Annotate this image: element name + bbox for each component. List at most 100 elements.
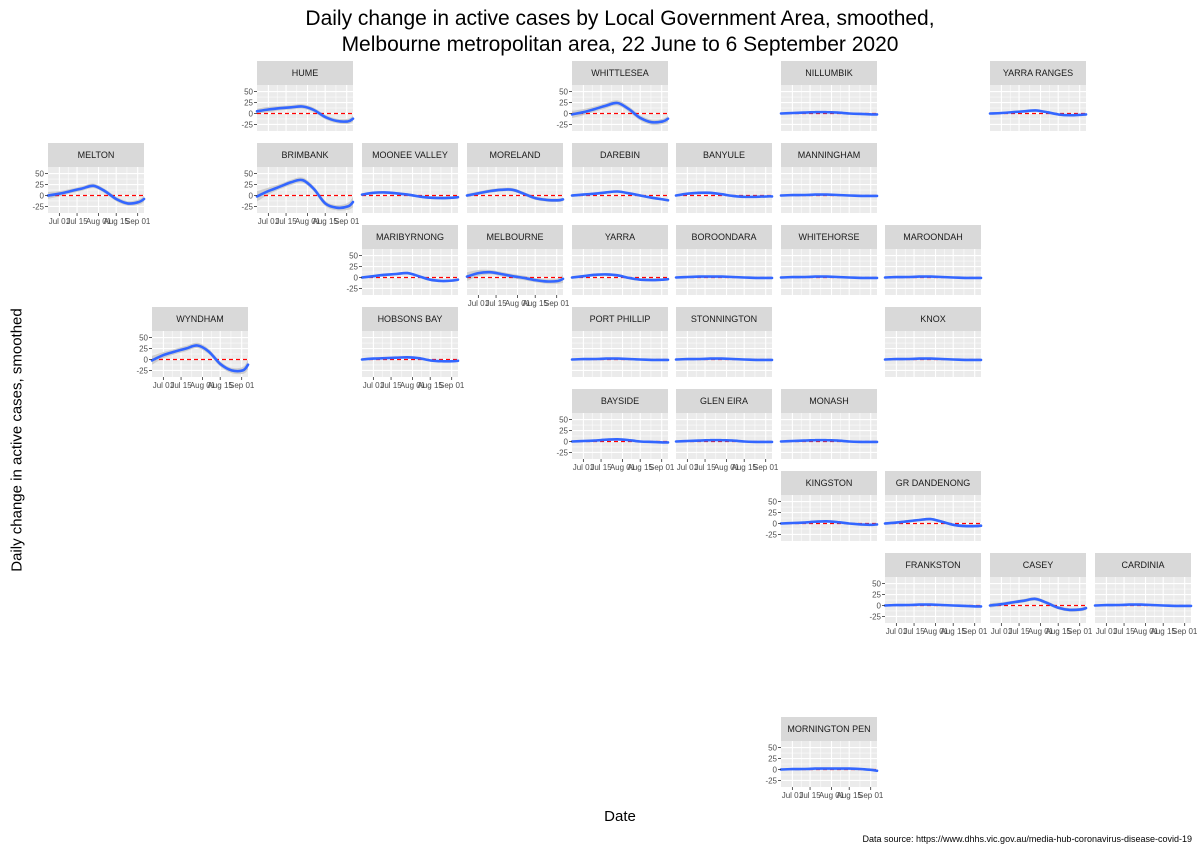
- y-tick-label: 0: [773, 519, 778, 528]
- y-tick-label: -25: [241, 120, 253, 129]
- series-line: [570, 437, 670, 444]
- y-tick-label: -25: [136, 366, 148, 375]
- panel-strip: [48, 143, 144, 167]
- series-line: [150, 344, 250, 373]
- panel-strip: [990, 61, 1086, 85]
- y-tick-label: -25: [241, 202, 253, 211]
- panel-strip-label: WYNDHAM: [176, 314, 224, 324]
- y-tick-label: 25: [244, 99, 253, 108]
- x-tick-label: Sep 01: [1172, 627, 1198, 636]
- panel-monash: MONASH: [779, 389, 879, 459]
- y-tick-label: -25: [556, 448, 568, 457]
- panel-strip-label: MORELAND: [489, 150, 541, 160]
- y-tick-label: 50: [244, 88, 253, 97]
- panel-strip: [572, 61, 668, 85]
- x-tick-label: Sep 01: [1067, 627, 1093, 636]
- x-tick-label: Sep 01: [125, 217, 151, 226]
- panel-strip: [572, 225, 668, 249]
- x-tick-label: Sep 01: [753, 463, 779, 472]
- panel-maribyrnong: MARIBYRNONG -25 025 50: [346, 225, 460, 295]
- series-line: [360, 271, 460, 283]
- x-tick-label: Jul 15: [66, 217, 88, 226]
- panel-strip: [257, 61, 353, 85]
- x-tick-label: Jul 01: [677, 463, 699, 472]
- y-tick-label: 50: [559, 416, 568, 425]
- panel-whittlesea: WHITTLESEA -25 025 50: [556, 61, 670, 131]
- x-tick-label: Aug 01: [819, 791, 845, 800]
- panel-strip: [885, 471, 981, 495]
- x-tick-label: Aug 15: [104, 217, 130, 226]
- x-tick-label: Jul 15: [1113, 627, 1135, 636]
- panel-strip-label: FRANKSTON: [905, 560, 960, 570]
- series-line: [674, 357, 774, 362]
- series-line: [674, 191, 774, 199]
- panel-kingston: KINGSTON -25 025 50: [765, 471, 879, 541]
- x-tick-label: Aug 01: [610, 463, 636, 472]
- series-line: [674, 275, 774, 280]
- x-tick-label: Sep 01: [962, 627, 988, 636]
- y-tick-label: 0: [354, 273, 359, 282]
- panel-strip: [990, 553, 1086, 577]
- y-tick-label: 0: [564, 109, 569, 118]
- panel-strip-label: WHITEHORSE: [798, 232, 859, 242]
- y-tick-label: 0: [877, 601, 882, 610]
- y-tick-label: -25: [32, 202, 44, 211]
- panel-strip: [257, 143, 353, 167]
- series-line: [465, 270, 565, 283]
- x-tick-label: Aug 01: [86, 217, 112, 226]
- series-line: [465, 188, 565, 202]
- panel-strip: [781, 471, 877, 495]
- x-tick-label: Jul 15: [903, 627, 925, 636]
- y-tick-label: -25: [346, 284, 358, 293]
- series-line: [570, 357, 670, 362]
- chart-title-line1: Daily change in active cases by Local Go…: [305, 7, 935, 30]
- panel-stonnington: STONNINGTON: [674, 307, 774, 377]
- panel-gr-dandenong: GR DANDENONG: [883, 471, 983, 541]
- chart-title-line2: Melbourne metropolitan area, 22 June to …: [341, 33, 899, 56]
- y-tick-label: -25: [869, 612, 881, 621]
- y-tick-label: 25: [244, 181, 253, 190]
- x-tick-label: Sep 01: [544, 299, 570, 308]
- panel-strip-label: KNOX: [920, 314, 946, 324]
- panel-strip-label: GLEN EIRA: [700, 396, 748, 406]
- x-tick-label: Jul 15: [590, 463, 612, 472]
- y-tick-label: -25: [765, 530, 777, 539]
- x-tick-label: Aug 01: [714, 463, 740, 472]
- panel-strip-label: MELTON: [78, 150, 115, 160]
- panel-strip-label: YARRA: [605, 232, 635, 242]
- series-line: [674, 438, 774, 444]
- x-tick-label: Sep 01: [858, 791, 884, 800]
- x-tick-label: Jul 01: [782, 791, 804, 800]
- x-tick-label: Aug 01: [400, 381, 426, 390]
- y-tick-label: 50: [244, 170, 253, 179]
- panel-strip: [152, 307, 248, 331]
- y-tick-label: 0: [564, 437, 569, 446]
- x-tick-label: Sep 01: [439, 381, 465, 390]
- panel-strip: [676, 143, 772, 167]
- panel-strip: [362, 225, 458, 249]
- x-tick-label: Jul 15: [1008, 627, 1030, 636]
- series-line: [570, 190, 670, 202]
- series-line: [779, 193, 879, 198]
- series-line: [255, 178, 355, 210]
- y-tick-label: 25: [768, 755, 777, 764]
- series-line: [779, 275, 879, 280]
- panel-strip-label: WHITTLESEA: [591, 68, 649, 78]
- panel-strip: [362, 143, 458, 167]
- panel-banyule: BANYULE: [674, 143, 774, 213]
- panel-port-phillip: PORT PHILLIP: [570, 307, 670, 377]
- panel-strip-label: CARDINIA: [1121, 560, 1164, 570]
- x-tick-label: Aug 15: [208, 381, 234, 390]
- panel-strip-label: MELBOURNE: [486, 232, 543, 242]
- y-tick-label: 25: [768, 509, 777, 518]
- panel-strip-label: BRIMBANK: [281, 150, 328, 160]
- panel-strip-label: HUME: [292, 68, 319, 78]
